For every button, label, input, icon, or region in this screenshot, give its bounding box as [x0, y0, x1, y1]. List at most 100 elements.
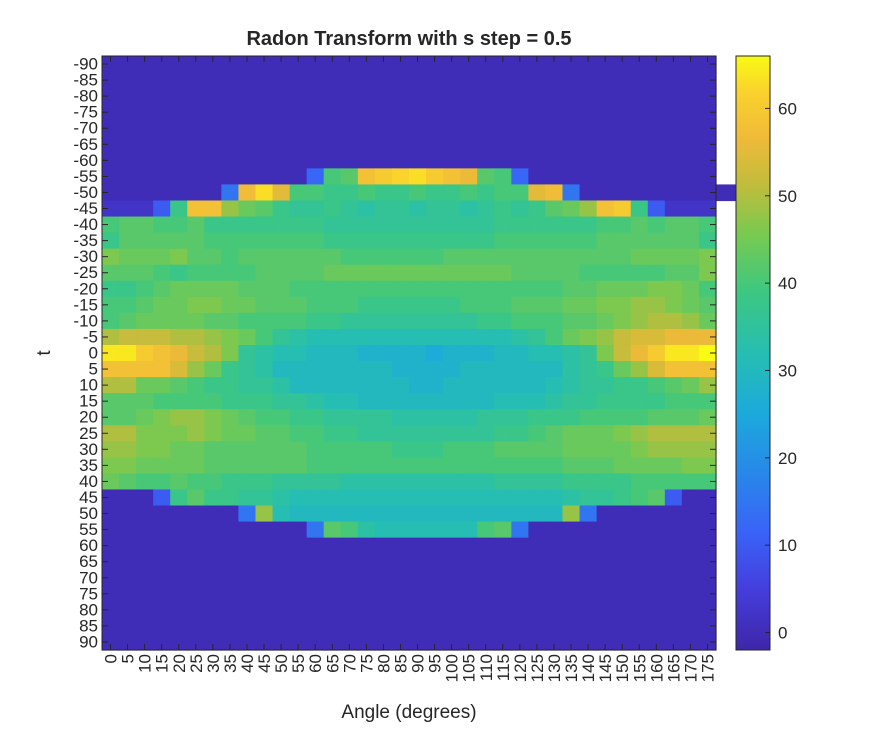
heatmap-cell [698, 72, 717, 89]
heatmap-cell [477, 585, 495, 603]
heatmap-cell [596, 569, 615, 587]
heatmap-cell [238, 585, 257, 603]
heatmap-cell [289, 633, 308, 651]
heatmap-cell [187, 585, 205, 603]
heatmap-cell [477, 120, 495, 137]
heatmap-cell [528, 136, 547, 153]
heatmap-cell [187, 601, 205, 619]
heatmap-cell [511, 264, 529, 282]
heatmap-cell [545, 457, 564, 474]
heatmap-cell [255, 296, 274, 314]
heatmap-cell [187, 361, 205, 378]
heatmap-cell [528, 617, 547, 635]
heatmap-cell [426, 200, 444, 218]
heatmap-cell [596, 168, 615, 186]
heatmap-cell [579, 168, 598, 186]
heatmap-cell [136, 152, 154, 169]
heatmap-cell [272, 184, 291, 202]
heatmap-cell [630, 168, 649, 186]
heatmap-cell [477, 216, 495, 234]
x-tick-label: 110 [477, 654, 496, 681]
heatmap-cell [664, 344, 683, 362]
heatmap-cell [153, 569, 171, 587]
heatmap-cell [528, 88, 547, 105]
heatmap-cell [596, 248, 615, 266]
heatmap-cell [119, 104, 137, 121]
heatmap-cell [664, 280, 683, 298]
heatmap-cell [630, 296, 649, 314]
heatmap-cell [647, 537, 666, 555]
heatmap-cell [306, 553, 325, 571]
heatmap-cell [391, 585, 410, 603]
heatmap-cell [391, 633, 410, 651]
heatmap-cell [204, 56, 222, 73]
heatmap-cell [443, 248, 461, 266]
heatmap-cell [528, 585, 547, 603]
y-tick-label: 20 [79, 408, 98, 427]
heatmap-cell [119, 328, 137, 346]
heatmap-cell [579, 409, 598, 426]
heatmap-cell [136, 88, 154, 105]
heatmap-cell [409, 120, 427, 137]
y-tick-label: -50 [73, 183, 98, 202]
heatmap-cell [528, 505, 547, 523]
heatmap-cell [477, 88, 495, 105]
heatmap-cell [102, 216, 120, 234]
heatmap-cell [204, 393, 222, 410]
heatmap-cell [528, 425, 547, 442]
heatmap-cell [460, 601, 478, 619]
heatmap-cell [119, 296, 137, 314]
heatmap-cell [698, 393, 717, 410]
heatmap-cell [562, 104, 581, 121]
heatmap-cell [477, 505, 495, 523]
heatmap-cell [613, 296, 632, 314]
heatmap-cell [136, 601, 154, 619]
heatmap-cell [443, 344, 461, 362]
y-tick-label: 25 [79, 424, 98, 443]
heatmap-cell [630, 264, 649, 282]
heatmap-cell [562, 168, 581, 186]
x-tick-label: 80 [374, 654, 393, 673]
heatmap-cell [494, 585, 512, 603]
heatmap-cell [272, 232, 291, 250]
x-tick-label: 120 [511, 654, 530, 682]
heatmap-cell [170, 585, 188, 603]
heatmap-cell [153, 585, 171, 603]
heatmap-cell [170, 601, 188, 619]
heatmap-cell [391, 393, 410, 410]
heatmap-cell [630, 489, 649, 507]
heatmap-cell [528, 232, 547, 250]
heatmap-cell [681, 489, 700, 507]
heatmap-cell [409, 393, 427, 410]
heatmap-cell [340, 473, 359, 491]
heatmap-cell [681, 232, 700, 250]
heatmap-cell [630, 601, 649, 619]
y-tick-label: -75 [73, 103, 98, 122]
heatmap-cell [681, 120, 700, 137]
heatmap-cell [460, 409, 478, 426]
heatmap-cell [681, 56, 700, 73]
heatmap-cell [374, 152, 393, 169]
heatmap-cell [477, 200, 495, 218]
heatmap-cell [545, 72, 564, 89]
heatmap-cell [630, 56, 649, 73]
heatmap-cell [613, 216, 632, 234]
heatmap-cell [426, 617, 444, 635]
heatmap-cell [323, 601, 342, 619]
heatmap-cell [698, 601, 717, 619]
heatmap-cell [340, 312, 359, 330]
heatmap-cell [153, 216, 171, 234]
heatmap-cell [187, 56, 205, 73]
heatmap-cell [477, 537, 495, 555]
heatmap-cell [477, 457, 495, 474]
heatmap-cell [204, 505, 222, 523]
heatmap-cell [374, 312, 393, 330]
heatmap-cell [119, 88, 137, 105]
heatmap-cell [340, 120, 359, 137]
heatmap-cell [357, 441, 376, 458]
heatmap-cell [443, 184, 461, 202]
heatmap-cell [681, 537, 700, 555]
heatmap-cell [613, 585, 632, 603]
heatmap-cell [289, 264, 308, 282]
x-axis-ticks: 0510152025303540455055606570758085909510… [102, 56, 717, 682]
